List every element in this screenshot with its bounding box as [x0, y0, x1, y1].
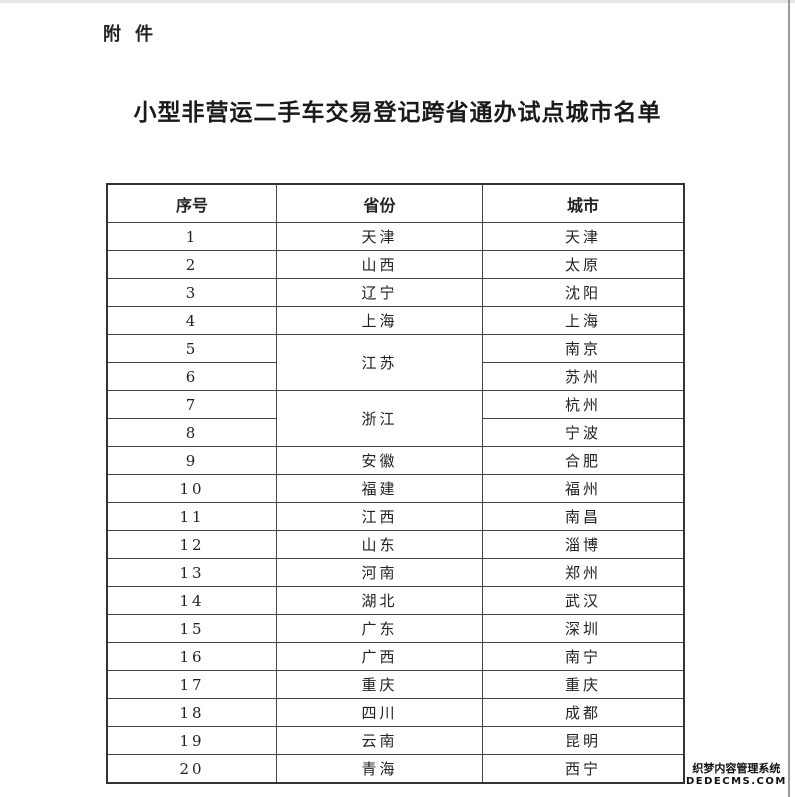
- cell-city: 上海: [482, 306, 685, 335]
- cell-city: 南昌: [482, 502, 685, 531]
- cell-number: 17: [106, 670, 277, 699]
- cell-city: 西宁: [482, 754, 685, 784]
- table-row: 16 广西 南宁: [106, 642, 685, 671]
- cell-province: 福建: [276, 474, 483, 503]
- table-row: 12 山东 淄博: [106, 530, 685, 559]
- cell-number: 18: [106, 698, 277, 727]
- cell-province: 河南: [276, 558, 483, 587]
- cell-city: 南宁: [482, 642, 685, 671]
- cell-province: 辽宁: [276, 278, 483, 307]
- table-row: 14 湖北 武汉: [106, 586, 685, 615]
- header-city: 城市: [482, 183, 685, 223]
- cell-number: 9: [106, 446, 277, 475]
- cell-number: 5: [106, 334, 277, 363]
- cell-number: 3: [106, 278, 277, 307]
- cell-number: 1: [106, 222, 277, 251]
- annex-label: 附件: [103, 24, 167, 45]
- cell-province: 上海: [276, 306, 483, 335]
- header-number: 序号: [106, 183, 277, 223]
- cell-number: 13: [106, 558, 277, 587]
- cell-number: 10: [106, 474, 277, 503]
- cell-number: 14: [106, 586, 277, 615]
- cell-province: 天津: [276, 222, 483, 251]
- cell-city: 郑州: [482, 558, 685, 587]
- cell-city: 苏州: [482, 362, 685, 391]
- table-header-row: 序号 省份 城市: [106, 183, 685, 223]
- table-row: 9 安徽 合肥: [106, 446, 685, 475]
- table-row: 18 四川 成都: [106, 698, 685, 727]
- cell-city: 宁波: [482, 418, 685, 447]
- cell-city: 天津: [482, 222, 685, 251]
- watermark-line2: DEDECMS.COM: [686, 776, 787, 787]
- cell-province: 山西: [276, 250, 483, 279]
- cell-province: 山东: [276, 530, 483, 559]
- cell-number: 20: [106, 754, 277, 784]
- cell-province: 江苏: [276, 334, 483, 391]
- cell-city: 合肥: [482, 446, 685, 475]
- cell-province: 浙江: [276, 390, 483, 447]
- table-row: 20 青海 西宁: [106, 754, 685, 784]
- cell-city: 杭州: [482, 390, 685, 419]
- table-row: 5 江苏 南京: [106, 334, 685, 391]
- cell-province: 青海: [276, 754, 483, 784]
- cell-city: 南京: [482, 334, 685, 363]
- cell-number: 15: [106, 614, 277, 643]
- cell-city: 福州: [482, 474, 685, 503]
- table-row: 11 江西 南昌: [106, 502, 685, 531]
- cell-city: 太原: [482, 250, 685, 279]
- pilot-cities-table: 序号 省份 城市 1 天津 天津 2 山西 太原 3 辽宁 沈阳 4 上海 上海 5 江苏 南京 6 苏州 7 浙江…: [106, 183, 685, 784]
- cell-province: 广西: [276, 642, 483, 671]
- cell-number: 4: [106, 306, 277, 335]
- table-row: 13 河南 郑州: [106, 558, 685, 587]
- header-province: 省份: [276, 183, 483, 223]
- document-title: 小型非营运二手车交易登记跨省通办试点城市名单: [133, 99, 662, 126]
- cell-province: 安徽: [276, 446, 483, 475]
- cell-province: 广东: [276, 614, 483, 643]
- cell-province: 云南: [276, 726, 483, 755]
- cell-number: 16: [106, 642, 277, 671]
- cell-city: 沈阳: [482, 278, 685, 307]
- cell-city: 武汉: [482, 586, 685, 615]
- table-row: 19 云南 昆明: [106, 726, 685, 755]
- cell-province: 江西: [276, 502, 483, 531]
- watermark-line1: 织梦内容管理系统: [692, 762, 781, 775]
- table-row: 4 上海 上海: [106, 306, 685, 335]
- cell-province: 湖北: [276, 586, 483, 615]
- table-row: 1 天津 天津: [106, 222, 685, 251]
- table-row: 15 广东 深圳: [106, 614, 685, 643]
- table-row: 10 福建 福州: [106, 474, 685, 503]
- cell-number: 7: [106, 390, 277, 419]
- cell-city: 淄博: [482, 530, 685, 559]
- cell-number: 6: [106, 362, 277, 391]
- cell-city: 昆明: [482, 726, 685, 755]
- cell-number: 2: [106, 250, 277, 279]
- page-top-edge: [0, 0, 795, 3]
- cell-province: 四川: [276, 698, 483, 727]
- table-row: 3 辽宁 沈阳: [106, 278, 685, 307]
- watermark-logo: 织梦内容管理系统 DEDECMS.COM: [686, 762, 787, 788]
- page-right-edge: [788, 0, 790, 797]
- table-row: 7 浙江 杭州: [106, 390, 685, 447]
- cell-number: 12: [106, 530, 277, 559]
- cell-number: 8: [106, 418, 277, 447]
- table-row: 17 重庆 重庆: [106, 670, 685, 699]
- cell-province: 重庆: [276, 670, 483, 699]
- cell-city: 成都: [482, 698, 685, 727]
- table-row: 2 山西 太原: [106, 250, 685, 279]
- cell-city: 深圳: [482, 614, 685, 643]
- cell-number: 11: [106, 502, 277, 531]
- cell-city: 重庆: [482, 670, 685, 699]
- table-row: 6 苏州: [106, 362, 685, 391]
- cell-number: 19: [106, 726, 277, 755]
